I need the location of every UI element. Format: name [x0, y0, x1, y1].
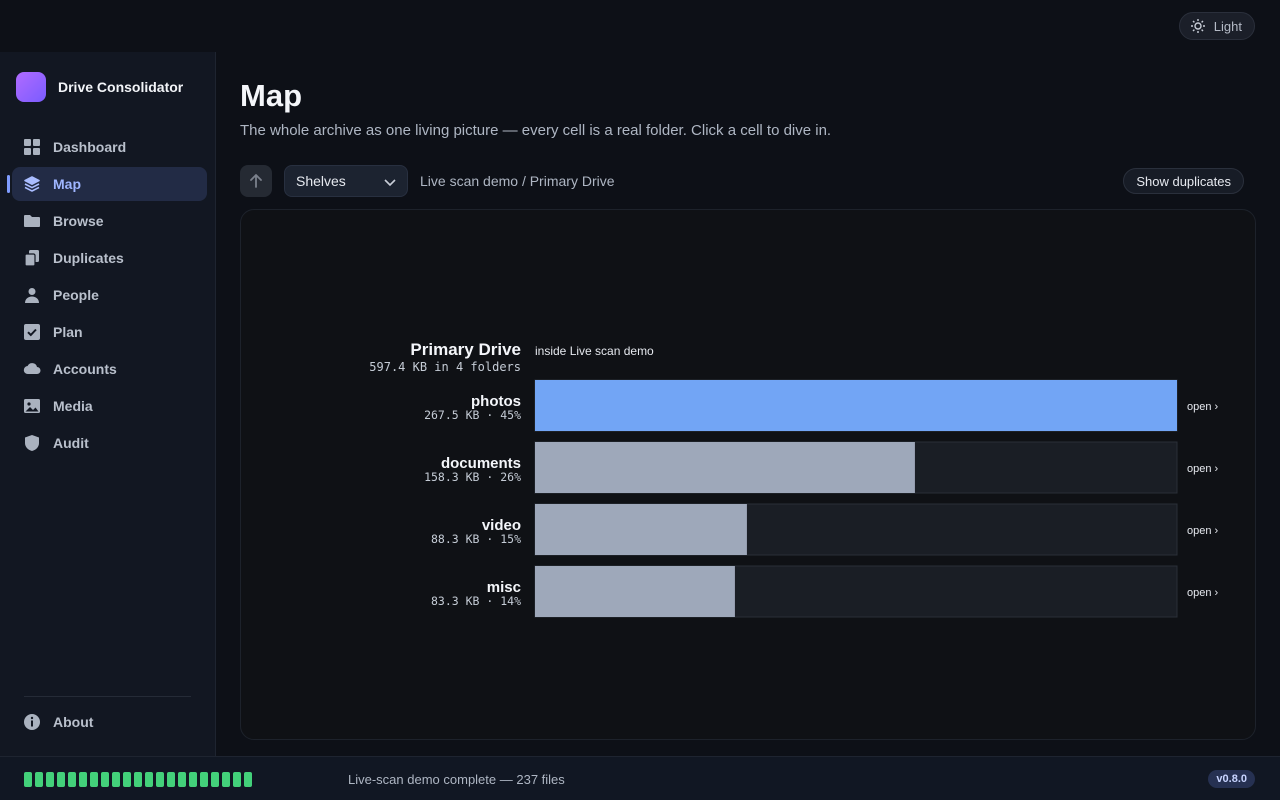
sidebar-item-accounts[interactable]: Accounts	[12, 352, 207, 386]
sidebar-item-label: Browse	[53, 213, 104, 229]
chart-title: Primary Drive	[410, 340, 521, 359]
sidebar-item-plan[interactable]: Plan	[12, 315, 207, 349]
info-icon	[24, 714, 40, 730]
progress-segment	[145, 772, 153, 787]
chart-subtitle: 597.4 KB in 4 folders	[369, 360, 521, 374]
version-badge: v0.8.0	[1208, 770, 1255, 788]
value-label: 267.5 KB · 45%	[424, 408, 521, 422]
progress-segment	[200, 772, 208, 787]
sidebar-item-map[interactable]: Map	[7, 167, 207, 201]
sidebar-item-audit[interactable]: Audit	[12, 426, 207, 460]
sidebar: Drive Consolidator Dashboard Map Browse …	[0, 52, 216, 756]
status-bar: Live-scan demo complete — 237 files v0.8…	[0, 756, 1280, 800]
category-label: documents	[441, 455, 521, 472]
chevron-down-icon	[384, 179, 396, 187]
progress-segment	[123, 772, 131, 787]
folder-icon	[24, 215, 40, 227]
progress-segment	[211, 772, 219, 787]
page-subtitle: The whole archive as one living picture …	[240, 122, 832, 139]
category-label: photos	[471, 393, 521, 410]
layers-icon	[24, 176, 40, 192]
value-label: 158.3 KB · 26%	[424, 470, 521, 484]
image-icon	[24, 399, 40, 413]
sidebar-item-label: People	[53, 287, 99, 303]
scan-progress-bar	[24, 772, 252, 787]
page-title: Map	[240, 78, 302, 113]
progress-segment	[57, 772, 65, 787]
sidebar-item-dashboard[interactable]: Dashboard	[12, 130, 207, 164]
value-label: 83.3 KB · 14%	[431, 594, 521, 608]
dashboard-icon	[24, 139, 40, 155]
main-content: Map The whole archive as one living pict…	[216, 52, 1280, 756]
value-label: 88.3 KB · 15%	[431, 532, 521, 546]
open-link-video[interactable]: open ›	[1187, 525, 1219, 537]
progress-segment	[167, 772, 175, 787]
sidebar-item-label: About	[53, 714, 94, 730]
bar-photos[interactable]	[535, 380, 1177, 431]
view-mode-value: Shelves	[296, 173, 346, 189]
progress-segment	[134, 772, 142, 787]
sidebar-item-label: Duplicates	[53, 250, 124, 266]
sidebar-item-about[interactable]: About	[12, 705, 207, 739]
sidebar-item-label: Dashboard	[53, 139, 127, 155]
progress-segment	[222, 772, 230, 787]
status-text: Live-scan demo complete — 237 files	[348, 772, 565, 787]
sidebar-item-label: Audit	[53, 435, 89, 451]
sidebar-item-label: Map	[53, 176, 81, 192]
view-mode-select[interactable]: Shelves	[284, 165, 408, 197]
progress-segment	[233, 772, 241, 787]
bar-documents[interactable]	[535, 442, 915, 493]
progress-segment	[178, 772, 186, 787]
progress-segment	[90, 772, 98, 787]
progress-segment	[68, 772, 76, 787]
cloud-icon	[23, 363, 41, 375]
chart-context-label: inside Live scan demo	[535, 344, 654, 358]
map-panel: Primary Drive 597.4 KB in 4 folders inside…	[240, 209, 1256, 740]
sidebar-nav: Dashboard Map Browse Duplicates People P…	[7, 130, 207, 463]
progress-segment	[101, 772, 109, 787]
app-name: Drive Consolidator	[58, 79, 184, 95]
open-link-photos[interactable]: open ›	[1187, 401, 1219, 413]
theme-toggle-label: Light	[1213, 18, 1242, 34]
progress-segment	[156, 772, 164, 787]
navigate-up-button[interactable]	[240, 165, 272, 197]
breadcrumb: Live scan demo / Primary Drive	[420, 173, 615, 189]
brand: Drive Consolidator	[16, 72, 183, 102]
progress-segment	[24, 772, 32, 787]
open-link-documents[interactable]: open ›	[1187, 463, 1219, 475]
bar-video[interactable]	[535, 504, 747, 555]
top-bar: Light	[0, 0, 1280, 52]
sidebar-item-label: Media	[53, 398, 93, 414]
shield-icon	[25, 435, 39, 451]
sidebar-item-browse[interactable]: Browse	[12, 204, 207, 238]
category-label: video	[482, 517, 521, 534]
progress-segment	[112, 772, 120, 787]
arrow-up-icon	[250, 174, 262, 188]
category-label: misc	[487, 579, 521, 596]
sidebar-item-label: Accounts	[53, 361, 117, 377]
theme-toggle-button[interactable]: Light	[1178, 12, 1255, 40]
sun-icon	[1190, 19, 1205, 33]
app-logo	[16, 72, 46, 102]
sidebar-item-duplicates[interactable]: Duplicates	[12, 241, 207, 275]
bar-misc[interactable]	[535, 566, 735, 617]
duplicates-icon	[24, 250, 39, 267]
progress-segment	[35, 772, 43, 787]
about-section: About	[12, 705, 207, 742]
checkbox-icon	[24, 324, 40, 340]
sidebar-divider	[24, 696, 191, 697]
sidebar-item-people[interactable]: People	[12, 278, 207, 312]
progress-segment	[189, 772, 197, 787]
progress-segment	[46, 772, 54, 787]
show-duplicates-button[interactable]: Show duplicates	[1123, 168, 1244, 194]
person-icon	[25, 288, 39, 303]
progress-segment	[79, 772, 87, 787]
open-link-misc[interactable]: open ›	[1187, 587, 1219, 599]
sidebar-item-media[interactable]: Media	[12, 389, 207, 423]
sidebar-item-label: Plan	[53, 324, 83, 340]
progress-segment	[244, 772, 252, 787]
